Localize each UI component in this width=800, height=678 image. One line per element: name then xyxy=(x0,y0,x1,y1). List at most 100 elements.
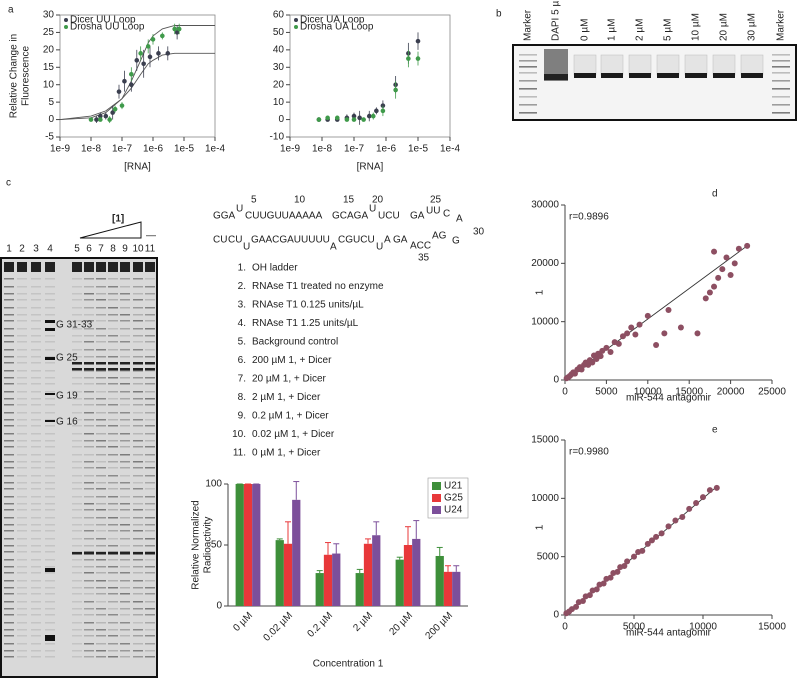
gel-band xyxy=(772,104,790,106)
bar xyxy=(243,484,253,606)
list-text: Background control xyxy=(252,337,338,348)
x-tick-label: 20000 xyxy=(717,387,745,398)
gel-band xyxy=(120,349,130,351)
gel-band xyxy=(4,580,14,582)
bar xyxy=(292,499,301,606)
gel-band xyxy=(145,440,155,442)
gel-band xyxy=(4,356,14,358)
gel-band xyxy=(31,412,41,414)
gel-band xyxy=(72,559,82,561)
gel-band xyxy=(519,96,537,98)
gel-band xyxy=(4,440,14,442)
gel-band xyxy=(17,467,27,469)
gel-band xyxy=(145,404,155,406)
gel-band xyxy=(772,60,790,62)
gel-band xyxy=(133,461,143,463)
sequence-text: ACC xyxy=(410,241,431,252)
bar xyxy=(235,484,244,606)
gel-band xyxy=(96,341,106,343)
gel-band xyxy=(120,503,130,505)
gel-band xyxy=(72,552,82,555)
data-point xyxy=(351,117,357,122)
gel-band xyxy=(108,362,118,365)
gel-band xyxy=(108,530,118,532)
gel-band xyxy=(31,614,41,616)
gel-band xyxy=(17,601,27,603)
gel-band xyxy=(96,320,106,322)
gel-band xyxy=(17,314,27,316)
gel-band xyxy=(120,412,130,414)
gel-band xyxy=(108,404,118,406)
y-tick-label: 40 xyxy=(273,44,285,55)
data-point xyxy=(589,359,596,366)
gel-band xyxy=(4,524,14,526)
gel-band xyxy=(4,314,14,316)
gel-band xyxy=(133,552,143,555)
gel-band xyxy=(96,496,106,498)
gel-band xyxy=(133,475,143,477)
gel-band xyxy=(120,370,130,372)
bar xyxy=(412,538,421,606)
gel-band xyxy=(45,357,55,360)
gel-band xyxy=(133,320,143,322)
gel-band xyxy=(45,391,55,393)
data-point xyxy=(639,547,646,554)
gel-band xyxy=(31,530,41,532)
gel-band xyxy=(4,656,14,658)
gel-band xyxy=(96,454,106,456)
gel-band xyxy=(133,650,143,652)
x-tick-label: 0 xyxy=(562,387,568,398)
data-point xyxy=(150,37,156,42)
gel-band xyxy=(72,398,82,400)
x-tick-label: 1e-7 xyxy=(112,144,132,155)
zero-label: — xyxy=(146,231,156,242)
gradient-label: [1] xyxy=(112,214,124,225)
gel-band xyxy=(96,440,106,442)
gel-band xyxy=(145,314,155,316)
gel-band xyxy=(84,482,94,484)
gel-band xyxy=(96,530,106,532)
gel-band xyxy=(45,572,55,574)
gel-band xyxy=(133,482,143,484)
gel-band xyxy=(120,362,130,365)
gel-band xyxy=(120,262,130,272)
gel-band xyxy=(31,419,41,421)
data-point xyxy=(607,574,614,581)
band-label: G 19 xyxy=(56,391,78,402)
x-tick-label: 200 µM xyxy=(423,610,455,642)
sequence-text: C xyxy=(443,209,450,220)
bar xyxy=(363,543,373,606)
data-point xyxy=(661,330,668,337)
data-point xyxy=(174,30,180,35)
y-tick-label: -10 xyxy=(270,132,285,143)
gel-band xyxy=(133,530,143,532)
gel-band xyxy=(108,278,118,280)
gel-band xyxy=(31,286,41,288)
list-text: 200 µM 1, + Dicer xyxy=(252,355,332,366)
x-tick-label: 1e-9 xyxy=(50,144,70,155)
gel-band xyxy=(45,362,55,364)
gel-band xyxy=(133,496,143,498)
gel-band xyxy=(84,440,94,442)
gel-band xyxy=(145,643,155,645)
gel-band xyxy=(45,538,55,540)
gel-band xyxy=(45,328,55,331)
x-tick-label: 1e-6 xyxy=(143,144,163,155)
data-point xyxy=(723,254,730,261)
gel-band xyxy=(17,286,27,288)
x-axis-label: [RNA] xyxy=(357,162,384,173)
data-point xyxy=(702,295,709,302)
gel-band xyxy=(17,488,27,490)
data-point xyxy=(351,113,357,119)
bar xyxy=(315,573,324,606)
lane-label: 10 xyxy=(132,244,144,255)
sequence-text: G xyxy=(452,236,460,247)
gel-band xyxy=(133,433,143,435)
gel-band xyxy=(45,356,55,358)
gel-band xyxy=(45,635,55,641)
plot-frame xyxy=(59,14,216,138)
gel-band xyxy=(96,286,106,288)
legend-swatch xyxy=(432,494,441,502)
